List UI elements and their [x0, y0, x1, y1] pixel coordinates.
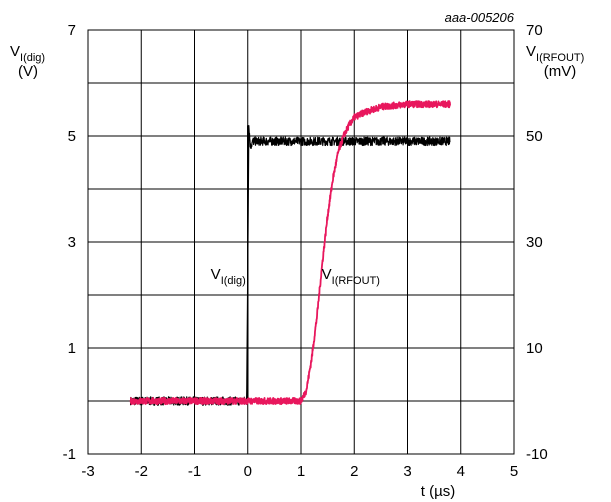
left-axis-unit: (V) — [18, 63, 38, 80]
left-y-tick-label: -1 — [63, 446, 76, 463]
x-tick-label: 0 — [244, 463, 252, 480]
left-y-tick-label: 1 — [68, 340, 76, 357]
x-tick-label: -1 — [188, 463, 201, 480]
right-y-tick-label: 50 — [526, 128, 543, 145]
x-tick-label: 3 — [403, 463, 411, 480]
label-v-rfout: VI(RFOUT) — [322, 266, 380, 287]
x-tick-label: -2 — [135, 463, 148, 480]
plot-frame — [87, 29, 515, 455]
series-line-v-rfout — [129, 100, 451, 406]
grid — [88, 30, 514, 454]
left-y-tick-label: 3 — [68, 234, 76, 251]
x-tick-label: 5 — [510, 463, 518, 480]
label-v-dig: VI(dig) — [211, 266, 246, 287]
right-axis-unit: (mV) — [544, 63, 577, 80]
x-tick-label: -3 — [81, 463, 94, 480]
series-layer — [129, 100, 451, 406]
right-y-tick-label: 30 — [526, 234, 543, 251]
x-tick-label: 2 — [350, 463, 358, 480]
series-line-v-dig — [130, 125, 451, 406]
figure-code: aaa-005206 — [445, 10, 515, 25]
left-y-tick-label: 5 — [68, 128, 76, 145]
right-y-tick-label: -10 — [526, 446, 548, 463]
x-axis-label: t (µs) — [421, 483, 455, 500]
right-y-tick-label: 70 — [526, 22, 543, 39]
x-tick-label: 1 — [297, 463, 305, 480]
left-axis-label: VI(dig) — [10, 43, 45, 64]
x-tick-label: 4 — [457, 463, 465, 480]
right-y-tick-label: 10 — [526, 340, 543, 357]
right-axis-label: VI(RFOUT) — [526, 43, 584, 64]
left-y-tick-label: 7 — [68, 22, 76, 39]
